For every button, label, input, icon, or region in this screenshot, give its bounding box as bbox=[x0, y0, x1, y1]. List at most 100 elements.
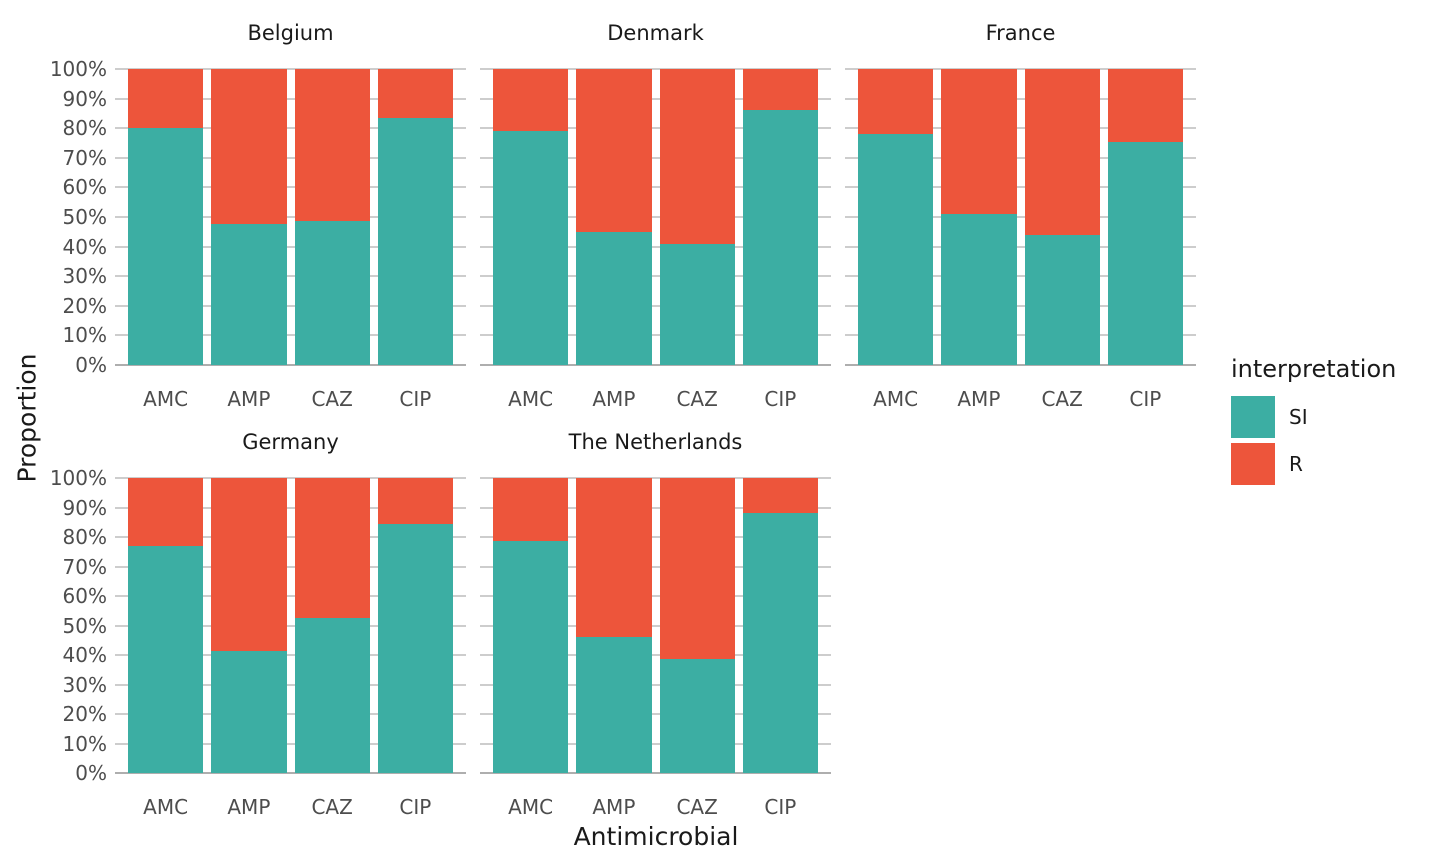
bar-segment-si bbox=[659, 243, 735, 365]
bar-segment-r bbox=[659, 69, 735, 244]
bar-amc bbox=[493, 69, 569, 365]
bar-cip bbox=[377, 69, 453, 365]
facet-title: The Netherlands bbox=[568, 430, 743, 454]
gridline bbox=[480, 127, 831, 130]
y-tick-label: 10% bbox=[62, 731, 107, 756]
bar-segment-si bbox=[742, 513, 818, 773]
x-tick-label: AMC bbox=[873, 387, 919, 411]
gridline bbox=[480, 364, 831, 366]
gridline bbox=[480, 742, 831, 745]
bar-segment-si bbox=[742, 110, 818, 365]
gridline bbox=[115, 683, 466, 686]
bar-segment-si bbox=[128, 545, 204, 773]
bar-segment-r bbox=[493, 69, 569, 132]
bar-segment-r bbox=[377, 69, 453, 118]
legend-swatch-r bbox=[1231, 443, 1275, 485]
x-tick-label: AMP bbox=[592, 387, 636, 411]
y-tick-label: 30% bbox=[62, 264, 107, 289]
x-tick-label: CAZ bbox=[676, 795, 718, 819]
gridline bbox=[115, 595, 466, 597]
bar-segment-si bbox=[659, 659, 735, 773]
gridline bbox=[480, 216, 831, 218]
y-tick-label: 60% bbox=[62, 584, 107, 608]
facet-title: France bbox=[985, 21, 1056, 45]
legend-item-r: R bbox=[1231, 443, 1396, 485]
facet-title: Belgium bbox=[247, 21, 334, 45]
y-tick-label: 80% bbox=[62, 525, 107, 549]
bar-segment-r bbox=[659, 478, 735, 660]
gridline bbox=[480, 97, 831, 100]
x-tick-label: AMP bbox=[227, 387, 271, 411]
bar-segment-r bbox=[941, 69, 1017, 215]
bar-segment-si bbox=[294, 618, 370, 773]
bar-segment-si bbox=[1024, 234, 1100, 365]
gridline bbox=[115, 275, 466, 278]
bar-caz bbox=[294, 69, 370, 365]
gridline bbox=[845, 97, 1196, 100]
bar-segment-r bbox=[1024, 69, 1100, 235]
bar-segment-r bbox=[742, 478, 818, 514]
bar-cip bbox=[1107, 69, 1183, 365]
gridline bbox=[845, 275, 1196, 278]
gridline bbox=[845, 127, 1196, 130]
y-tick-label: 90% bbox=[62, 495, 107, 520]
bar-amp bbox=[576, 478, 652, 773]
gridline bbox=[480, 713, 831, 715]
gridline bbox=[115, 334, 466, 337]
bar-caz bbox=[659, 69, 735, 365]
x-tick-label: CAZ bbox=[1041, 387, 1083, 411]
bar-segment-r bbox=[576, 478, 652, 638]
bar-amp bbox=[941, 69, 1017, 365]
gridline bbox=[845, 156, 1196, 159]
facet-panel-belgium bbox=[115, 68, 466, 366]
x-tick-label: CIP bbox=[1129, 387, 1162, 411]
gridline bbox=[115, 127, 466, 130]
gridline bbox=[480, 334, 831, 337]
gridline bbox=[480, 595, 831, 597]
bar-segment-si bbox=[858, 134, 934, 365]
y-tick-label: 10% bbox=[62, 323, 107, 348]
legend-title: interpretation bbox=[1231, 355, 1397, 383]
gridline bbox=[480, 245, 831, 248]
x-tick-label: CIP bbox=[399, 795, 432, 819]
legend-swatch-si bbox=[1231, 396, 1275, 438]
gridline bbox=[845, 68, 1196, 70]
y-tick-label: 0% bbox=[75, 761, 107, 785]
gridline bbox=[115, 742, 466, 745]
x-tick-label: AMP bbox=[957, 387, 1001, 411]
y-tick-label: 60% bbox=[62, 175, 107, 200]
y-tick-label: 50% bbox=[62, 613, 107, 638]
gridline bbox=[480, 477, 831, 479]
bar-segment-si bbox=[493, 541, 569, 773]
bar-segment-r bbox=[377, 478, 453, 524]
bar-segment-si bbox=[377, 523, 453, 773]
bar-segment-si bbox=[493, 131, 569, 365]
x-tick-label: AMC bbox=[508, 387, 554, 411]
gridline bbox=[115, 565, 466, 568]
x-tick-label: AMC bbox=[143, 387, 189, 411]
gridline bbox=[115, 477, 466, 479]
gridline bbox=[480, 536, 831, 538]
gridline bbox=[115, 97, 466, 100]
facet-panel-germany bbox=[115, 477, 466, 774]
bar-segment-r bbox=[493, 478, 569, 542]
x-tick-label: AMP bbox=[227, 795, 271, 819]
bar-segment-r bbox=[211, 69, 287, 225]
gridline bbox=[480, 565, 831, 568]
bar-amc bbox=[128, 478, 204, 773]
x-tick-label: CIP bbox=[764, 795, 797, 819]
gridline bbox=[845, 334, 1196, 337]
y-tick-label: 100% bbox=[49, 466, 107, 490]
facet-panel-france bbox=[845, 68, 1196, 366]
gridline bbox=[480, 186, 831, 189]
gridline bbox=[480, 304, 831, 307]
facet-title: Germany bbox=[242, 430, 339, 454]
bar-amc bbox=[858, 69, 934, 365]
bar-segment-r bbox=[294, 69, 370, 222]
gridline bbox=[115, 68, 466, 70]
bar-segment-r bbox=[1107, 69, 1183, 142]
y-tick-label: 30% bbox=[62, 672, 107, 697]
gridline bbox=[115, 624, 466, 627]
legend: interpretation SI R bbox=[1231, 355, 1396, 490]
bar-segment-si bbox=[1107, 141, 1183, 365]
